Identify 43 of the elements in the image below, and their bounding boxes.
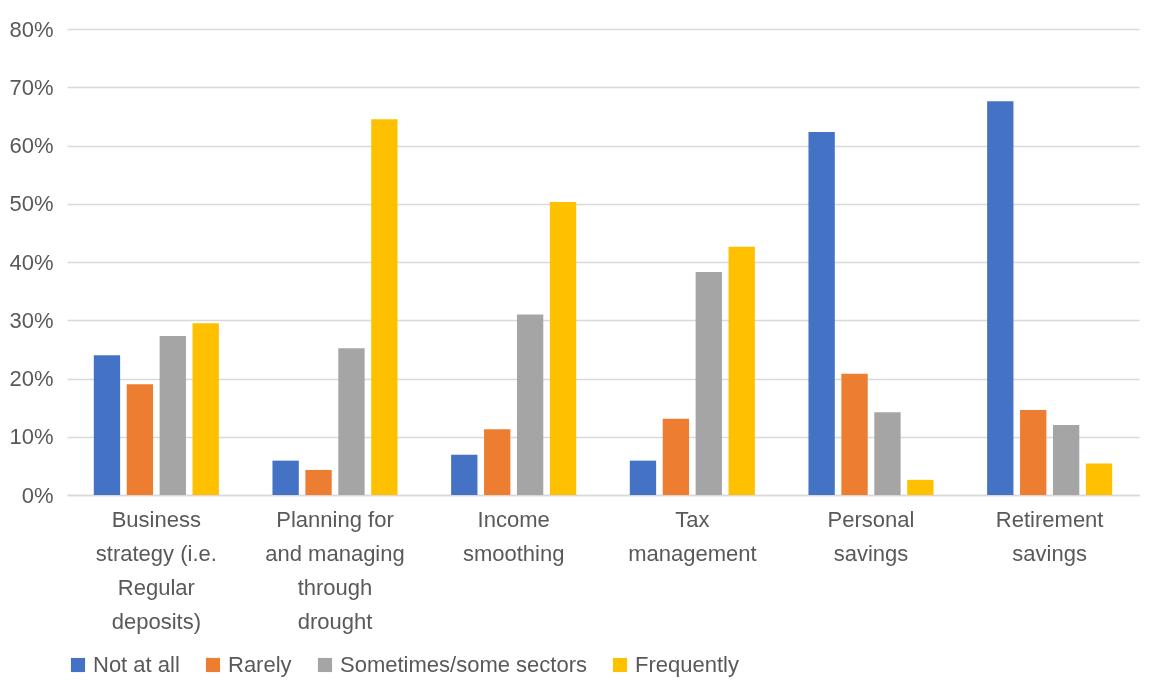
bar (93, 355, 121, 495)
y-tick-label: 20% (9, 366, 54, 391)
bar (549, 202, 577, 495)
bar (484, 429, 511, 495)
bar (874, 412, 901, 495)
bar (516, 314, 544, 495)
bar (338, 348, 365, 495)
bar (841, 373, 868, 495)
bar (1020, 409, 1047, 495)
bar (987, 101, 1014, 495)
bar (272, 460, 299, 495)
bar (1085, 463, 1113, 495)
y-tick-label: 80% (9, 16, 54, 42)
x-tick-label: Income smoothing (462, 506, 565, 566)
legend-label: Frequently (635, 652, 739, 677)
bar (305, 469, 332, 495)
y-tick-label: 70% (9, 74, 54, 100)
legend-label: Sometimes/some sectors (340, 652, 587, 677)
y-tick-label: 30% (9, 307, 54, 333)
bar (662, 418, 690, 495)
legend-label: Rarely (228, 652, 292, 677)
y-tick-label: 50% (9, 191, 54, 217)
y-tick-label: 60% (9, 133, 54, 158)
bar (728, 246, 755, 495)
bar (808, 132, 835, 495)
x-tick-label: Planning for and managing through drought (265, 506, 405, 634)
legend-label: Not at all (93, 652, 180, 677)
y-tick-label: 40% (9, 249, 54, 275)
bar (1052, 425, 1080, 495)
bar (695, 271, 722, 495)
x-tick-label: Personal savings (827, 506, 915, 566)
bar (192, 323, 219, 495)
y-tick-label: 10% (9, 424, 54, 450)
bar (629, 460, 657, 495)
x-tick-label: Business strategy (i.e. Regular deposits) (95, 506, 217, 634)
x-tick-label: Tax management (628, 506, 757, 566)
bar (451, 454, 478, 495)
bar (126, 384, 154, 495)
x-tick-label: Retirement savings (995, 506, 1104, 566)
bar (907, 479, 934, 495)
bar (371, 119, 398, 495)
bar (159, 335, 186, 495)
y-tick-label: 0% (21, 482, 54, 508)
